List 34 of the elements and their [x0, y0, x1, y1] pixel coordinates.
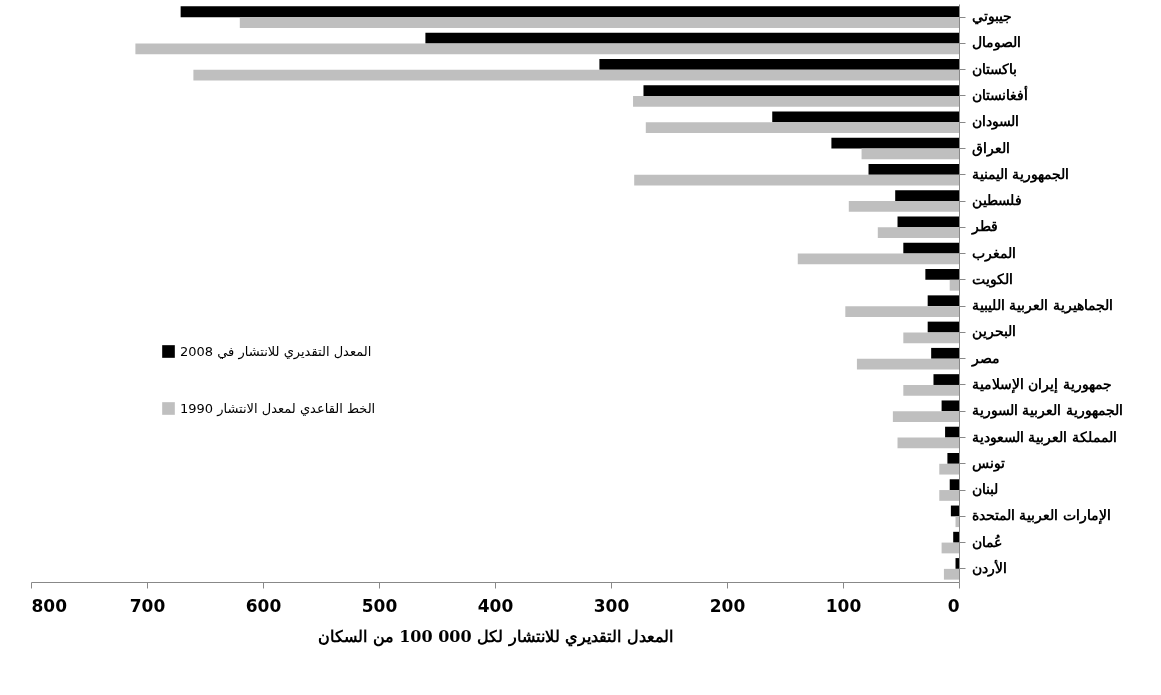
x-tick-label: 100	[825, 595, 862, 616]
x-tick-label: 800	[31, 595, 68, 616]
y-tick-label: جمهورية إيران الإسلامية	[971, 375, 1113, 394]
y-tick-label: السودان	[971, 113, 1019, 131]
y-tick-label: مصر	[970, 349, 1000, 367]
x-tick-label: 500	[361, 595, 398, 616]
y-tick-label: لبنان	[971, 481, 998, 498]
y-tick-label: المغرب	[971, 244, 1016, 262]
y-tick-label: الصومال	[971, 34, 1021, 52]
y-tick-label: قطر	[970, 218, 998, 236]
y-tick-label: جيبوتي	[971, 8, 1012, 26]
legend-label: المعدل التقديري للانتشار في 2008	[180, 343, 372, 360]
x-tick-label: 700	[129, 595, 166, 616]
y-tick-label: الإمارات العربية المتحدة	[971, 507, 1112, 526]
y-tick-label: فلسطين	[971, 192, 1022, 210]
x-tick-label: 0	[947, 595, 960, 616]
legend-label: الخط القاعدي لمعدل الانتشار 1990	[180, 400, 376, 417]
y-tick-label: الجمهورية اليمنية	[971, 165, 1070, 183]
x-tick-label: 600	[245, 595, 282, 616]
x-tick-label: 200	[709, 595, 746, 616]
y-tick-label: عُمان	[971, 533, 1002, 550]
y-tick-label: تونس	[971, 454, 1005, 472]
y-tick-label: البحرين	[971, 323, 1016, 341]
y-tick-label: الأردن	[971, 558, 1007, 577]
y-tick-label: الجمهورية العربية السورية	[971, 402, 1124, 420]
x-axis-title: المعدل التقديري للانتشار لكل 000 100 من السكان	[318, 626, 673, 647]
y-tick-label: العراق	[971, 139, 1010, 157]
y-tick-label: باكستان	[971, 60, 1017, 77]
y-tick-label: أفغانستان	[971, 84, 1028, 103]
y-tick-label: المملكة العربية السعودية	[971, 428, 1118, 446]
y-tick-label: الجماهيرية العربية الليبية	[971, 297, 1114, 315]
x-tick-label: 300	[593, 595, 630, 616]
x-tick-label: 400	[477, 595, 514, 616]
y-tick-label: الكويت	[971, 270, 1013, 288]
